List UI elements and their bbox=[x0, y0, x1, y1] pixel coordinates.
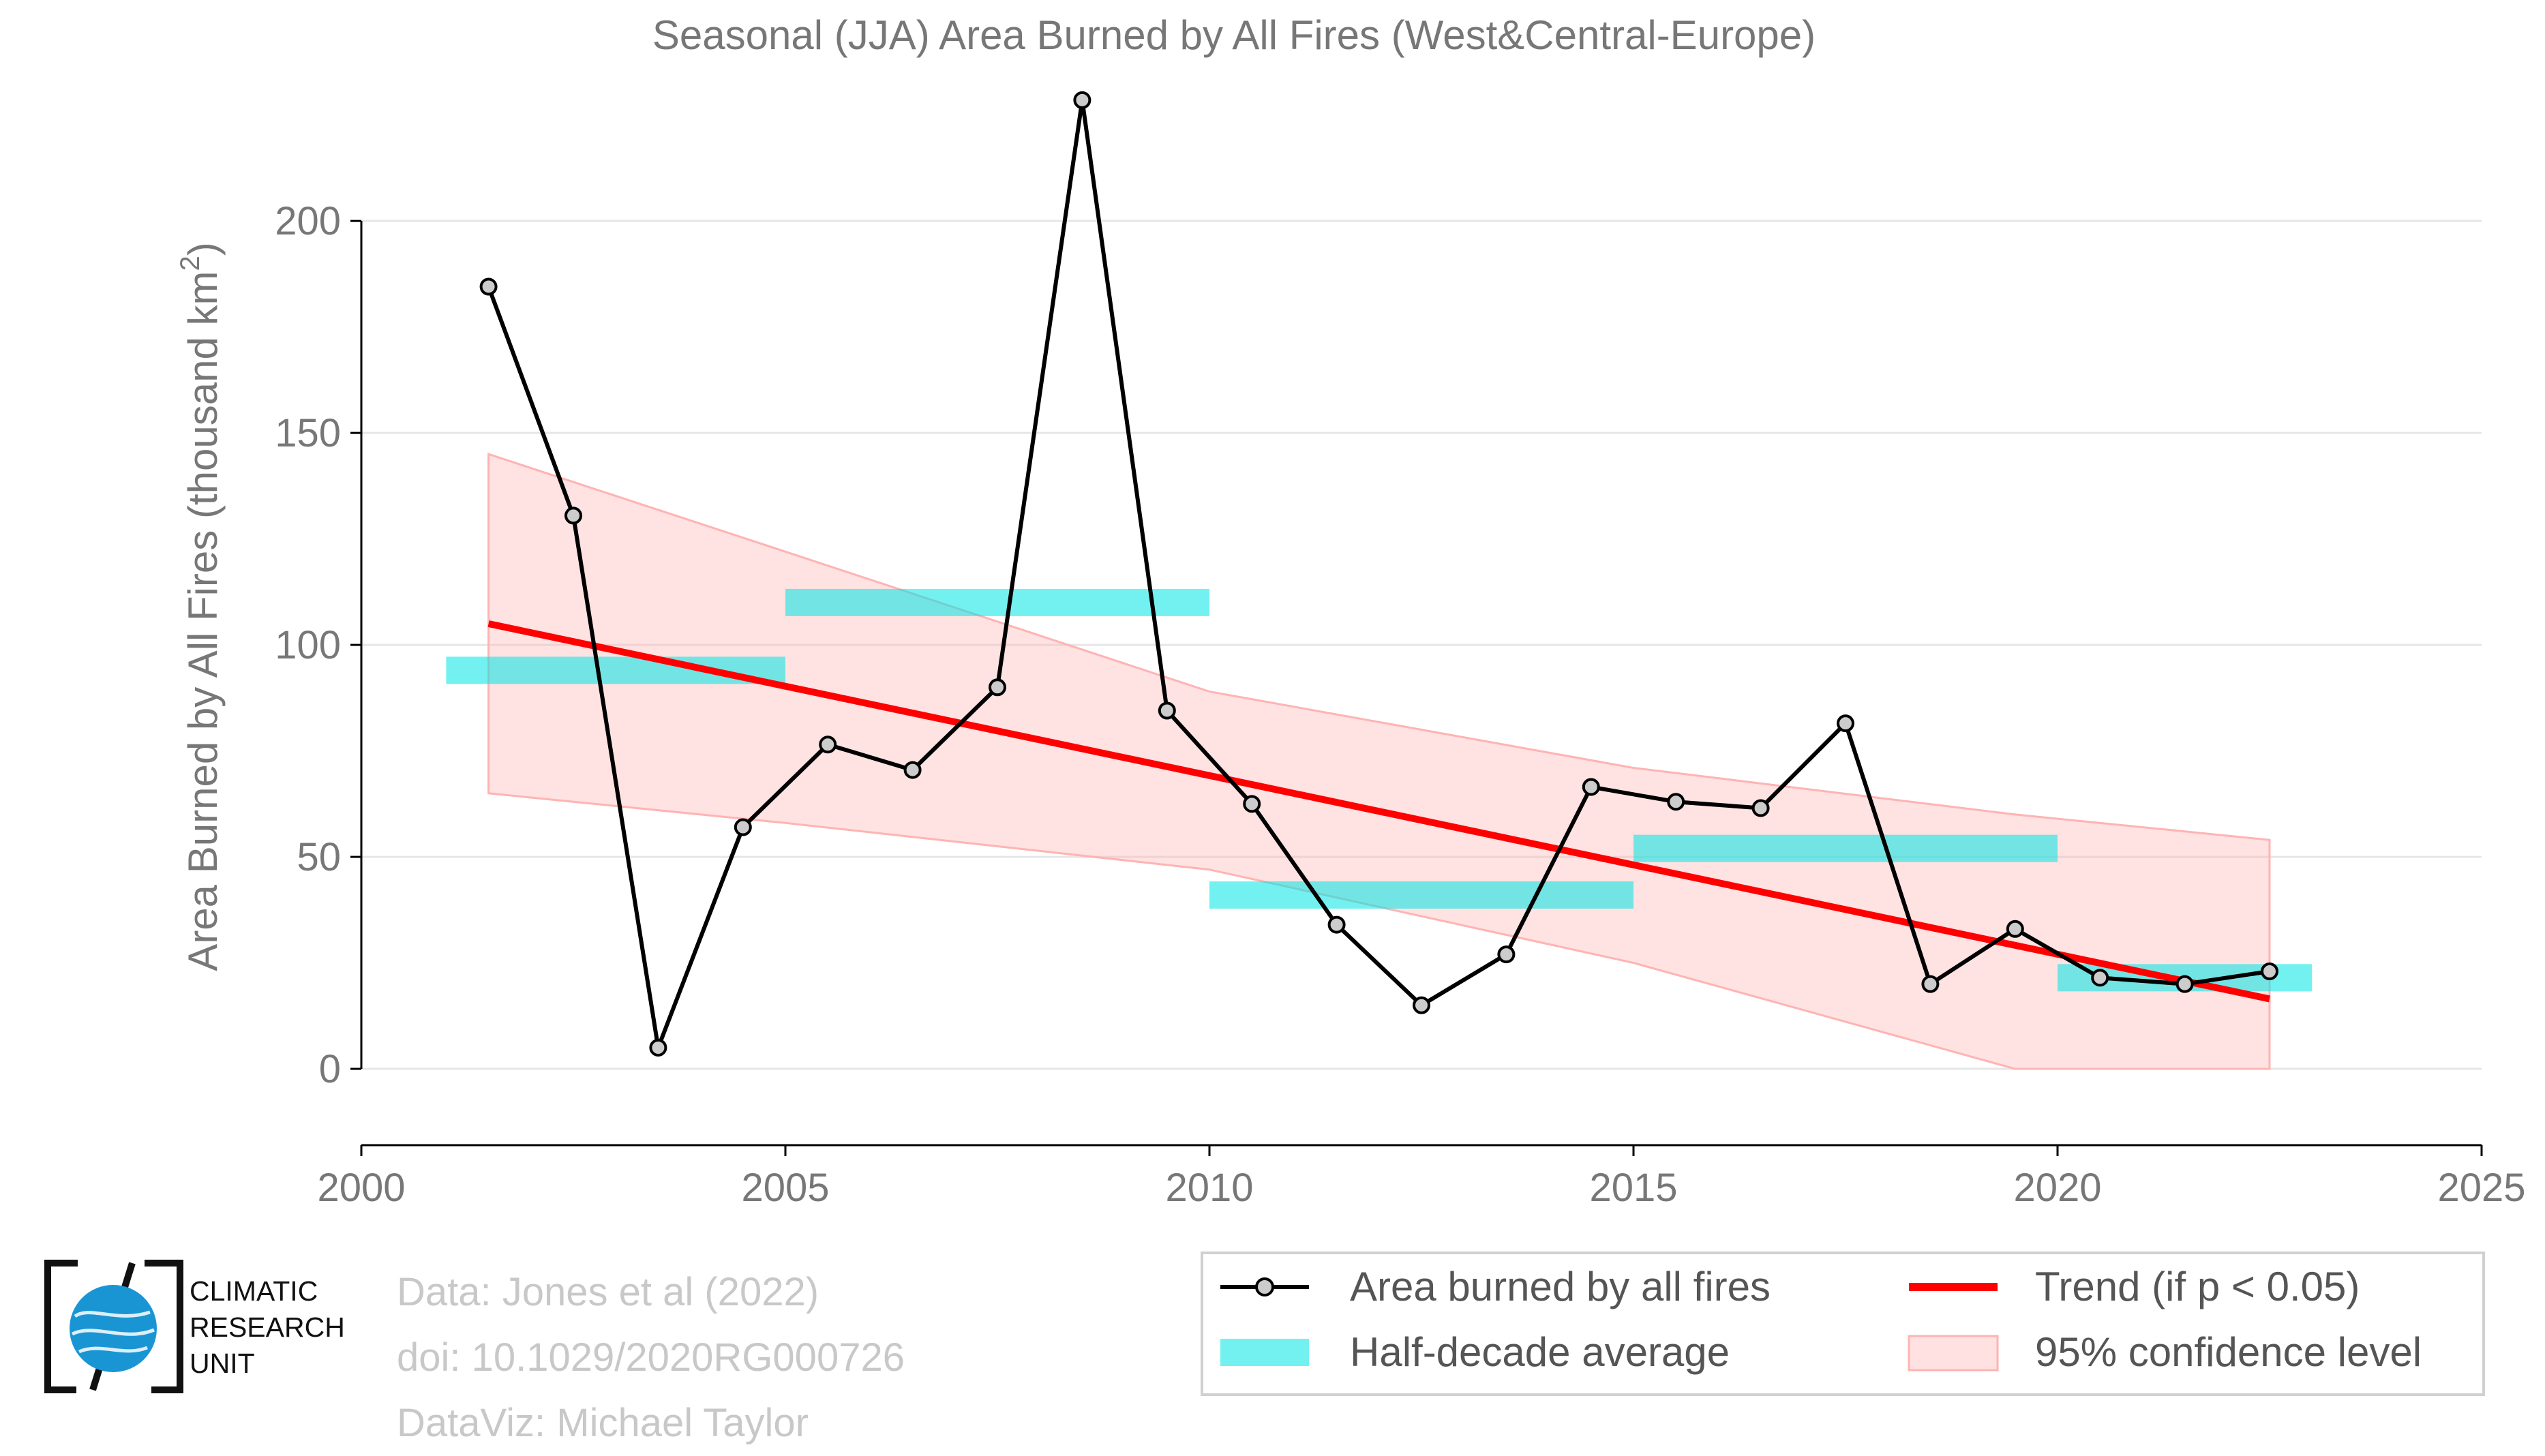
credit-line-2: doi: 10.1029/2020RG000726 bbox=[397, 1335, 905, 1380]
series-line bbox=[486, 97, 2270, 1050]
chart-title: Seasonal (JJA) Area Burned by All Fires … bbox=[652, 12, 1816, 58]
x-tick-label-2000: 2000 bbox=[317, 1166, 405, 1210]
data-point-1 bbox=[479, 277, 498, 296]
data-point-17 bbox=[1837, 714, 1854, 733]
logo-bracket-left bbox=[44, 1260, 78, 1393]
data-credits: Data: Jones et al (2022) doi: 10.1029/20… bbox=[397, 1260, 905, 1456]
data-point-5 bbox=[819, 735, 837, 754]
data-point-20 bbox=[2091, 969, 2109, 987]
half-decade-bar-2 bbox=[1209, 881, 1633, 909]
legend-label-half-decade: Half-decade average bbox=[1350, 1329, 1730, 1375]
confidence-band bbox=[487, 453, 2271, 1070]
data-point-14 bbox=[1582, 778, 1600, 796]
data-point-2 bbox=[564, 506, 582, 525]
y-tick-label-100: 100 bbox=[275, 623, 341, 667]
half-decade-bar-3 bbox=[1633, 834, 2058, 862]
legend-swatch-marker bbox=[1255, 1277, 1274, 1296]
globe-wave-icon bbox=[71, 1310, 155, 1354]
legend-label-series: Area burned by all fires bbox=[1350, 1264, 1771, 1309]
confidence-band-area bbox=[487, 453, 2271, 1070]
credit-line-3: DataViz: Michael Taylor bbox=[397, 1401, 809, 1445]
x-tick-label-2010: 2010 bbox=[1165, 1166, 1253, 1210]
trend-line bbox=[487, 620, 2271, 1003]
logo-line-1: CLIMATIC bbox=[190, 1275, 318, 1307]
data-point-7 bbox=[989, 678, 1006, 697]
data-point-4 bbox=[734, 818, 752, 836]
logo-line-3: UNIT bbox=[190, 1348, 255, 1379]
data-point-9 bbox=[1158, 701, 1176, 720]
logo-line-2: RESEARCH bbox=[190, 1311, 345, 1343]
y-axis-label-main: Area Burned by All Fires (thousand km bbox=[180, 271, 226, 971]
y-tick-label-150: 150 bbox=[275, 411, 341, 455]
x-tick-label-2015: 2015 bbox=[1589, 1166, 1677, 1210]
legend: Area burned by all fires Half-decade ave… bbox=[1201, 1252, 2485, 1396]
logo-text: CLIMATIC RESEARCH UNIT bbox=[190, 1273, 345, 1382]
x-tick-label-2020: 2020 bbox=[2013, 1166, 2101, 1210]
legend-frame bbox=[1201, 1252, 2485, 1396]
data-point-19 bbox=[2006, 920, 2024, 938]
y-tick-label-50: 50 bbox=[297, 835, 341, 879]
y-tick-label-0: 0 bbox=[319, 1047, 341, 1091]
data-point-12 bbox=[1413, 996, 1430, 1014]
data-point-11 bbox=[1327, 915, 1346, 934]
y-axis-label: Area Burned by All Fires (thousand km2) bbox=[175, 242, 226, 971]
x-tick-label-2025: 2025 bbox=[2437, 1166, 2525, 1210]
data-point-3 bbox=[649, 1038, 667, 1057]
x-tick-label-2005: 2005 bbox=[741, 1166, 829, 1210]
data-point-22 bbox=[2261, 962, 2278, 980]
globe-icon bbox=[70, 1285, 157, 1372]
data-point-18 bbox=[1921, 975, 1940, 993]
legend-swatch-half-decade bbox=[1220, 1339, 1309, 1366]
y-tick-label-200: 200 bbox=[275, 199, 341, 243]
trend-line-group bbox=[487, 620, 2271, 1003]
data-point-21 bbox=[2175, 975, 2194, 993]
legend-swatch-confidence bbox=[1908, 1335, 1999, 1371]
y-axis-label-close: ) bbox=[180, 242, 226, 256]
data-point-13 bbox=[1497, 945, 1516, 964]
half-decade-bar-0 bbox=[446, 656, 785, 684]
data-point-8 bbox=[1073, 91, 1091, 109]
data-point-16 bbox=[1751, 799, 1770, 817]
data-point-6 bbox=[903, 761, 922, 779]
credit-line-1: Data: Jones et al (2022) bbox=[397, 1270, 819, 1314]
series-area-burned bbox=[479, 91, 2278, 1057]
half-decade-bar-1 bbox=[785, 588, 1209, 616]
cru-logo bbox=[44, 1260, 183, 1393]
data-point-15 bbox=[1667, 793, 1685, 811]
data-point-10 bbox=[1243, 795, 1261, 813]
tick-labels: 0 50 100 150 200 2000 2005 2010 2015 2020 2025 bbox=[275, 199, 2525, 1210]
logo-bracket-right bbox=[145, 1260, 183, 1393]
legend-label-confidence: 95% confidence level bbox=[2035, 1329, 2422, 1375]
legend-label-trend: Trend (if p < 0.05) bbox=[2035, 1264, 2360, 1309]
y-axis-label-superscript: 2 bbox=[175, 256, 205, 271]
